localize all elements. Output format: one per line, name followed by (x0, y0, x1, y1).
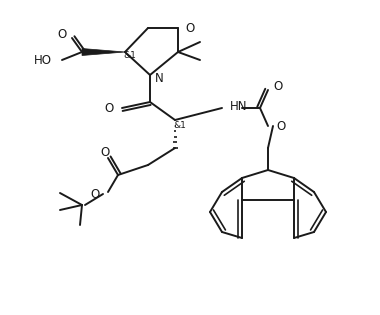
Text: O: O (185, 21, 194, 35)
Text: &1: &1 (124, 51, 136, 60)
Polygon shape (82, 49, 125, 55)
Text: O: O (273, 79, 282, 93)
Text: O: O (100, 146, 109, 159)
Text: &1: &1 (174, 121, 187, 129)
Text: HN: HN (230, 100, 247, 112)
Text: O: O (91, 187, 100, 201)
Text: O: O (58, 27, 67, 41)
Text: O: O (105, 101, 114, 114)
Text: O: O (276, 119, 285, 133)
Text: HO: HO (34, 54, 52, 66)
Text: N: N (155, 72, 164, 84)
